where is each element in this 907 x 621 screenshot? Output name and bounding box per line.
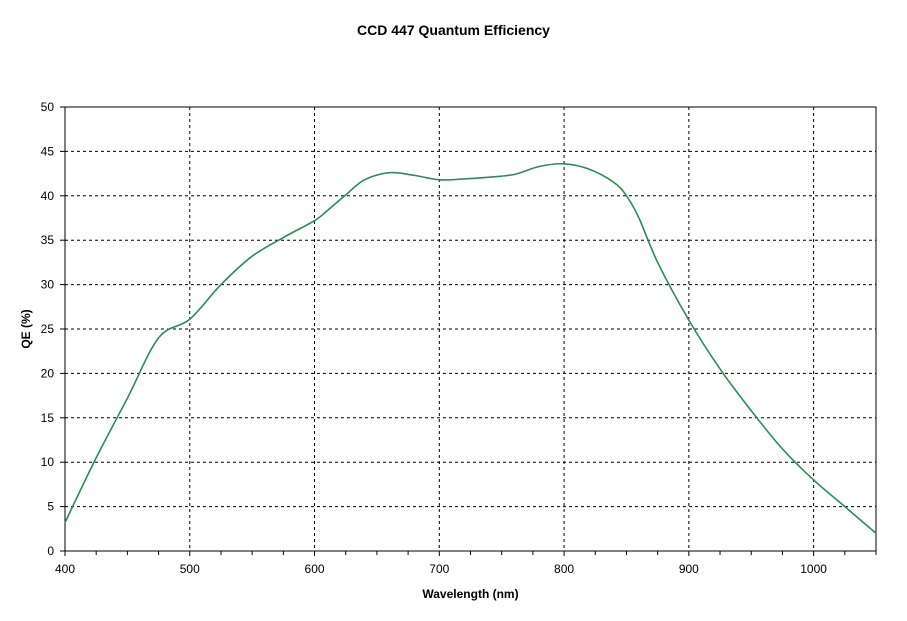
chart-title: CCD 447 Quantum Efficiency [357,22,550,38]
axis-ticks [60,106,877,556]
y-tick-label: 0 [47,544,54,558]
y-tick-label: 45 [41,144,55,158]
y-tick-label: 30 [41,278,55,292]
qe-curve [64,162,877,534]
x-tick-label: 700 [429,562,449,576]
x-tick-label: 900 [679,562,699,576]
x-tick-label: 800 [554,562,574,576]
y-tick-label: 5 [47,500,54,514]
y-tick-label: 40 [41,189,55,203]
x-tick-label: 1000 [800,562,827,576]
y-tick-label: 15 [41,411,55,425]
y-tick-label: 10 [41,455,55,469]
x-tick-label: 400 [55,562,75,576]
y-axis-label: QE (%) [19,309,33,348]
gridlines [65,107,876,551]
tick-labels: 400 500 600 700 800 900 1000 0 5 10 15 20 25 30 35 40 45… [41,100,828,576]
x-tick-label: 500 [180,562,200,576]
y-tick-label: 50 [41,100,55,114]
y-tick-label: 25 [41,322,55,336]
y-tick-label: 20 [41,366,55,380]
x-axis-label: Wavelength (nm) [422,587,518,601]
x-tick-label: 600 [305,562,325,576]
y-tick-label: 35 [41,233,55,247]
